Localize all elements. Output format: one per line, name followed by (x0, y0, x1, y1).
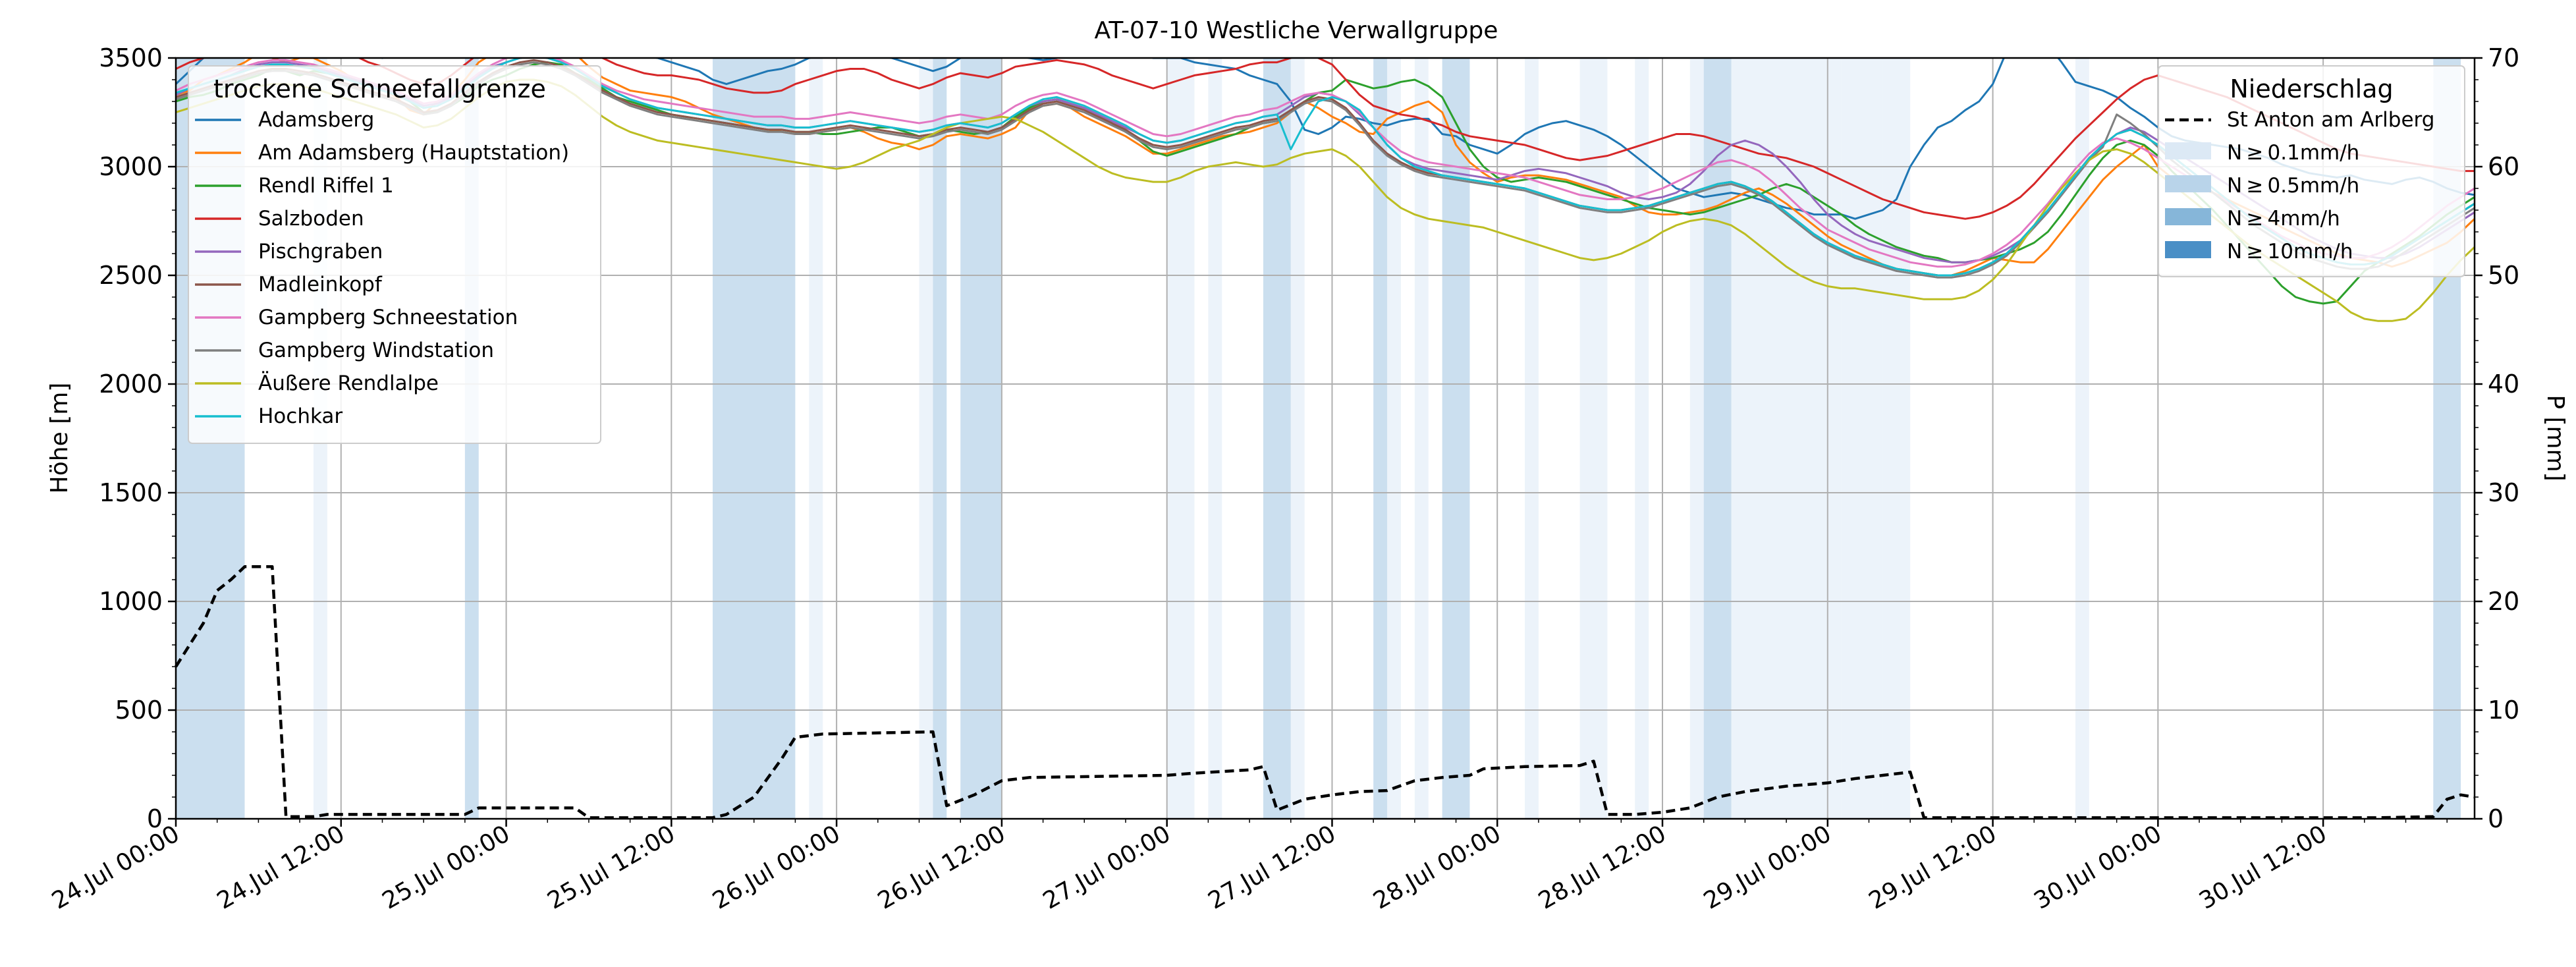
legend-entry-label: Am Adamsberg (Hauptstation) (258, 141, 569, 165)
precip-band (1290, 58, 1305, 819)
y-tick-label: 500 (115, 696, 163, 725)
legend-entry-label: Madleinkopf (258, 273, 383, 296)
chart-title: AT-07-10 Westliche Verwallgruppe (1095, 17, 1498, 44)
legend-entry-label: Äußere Rendlalpe (258, 372, 439, 395)
x-tick-label: 30.Jul 00:00 (2029, 820, 2166, 914)
x-tick-label: 25.Jul 00:00 (378, 820, 514, 914)
precip-band (1263, 58, 1291, 819)
y-right-tick-label: 30 (2488, 478, 2519, 507)
y-right-tick-label: 70 (2488, 43, 2519, 72)
legend-precipitation: Niederschlag St Anton am Arlberg N ≥ 0.1mm… (2158, 65, 2465, 277)
x-tick-label: 26.Jul 12:00 (873, 820, 1010, 914)
precip-band (1635, 58, 1649, 819)
x-tick-label: 27.Jul 00:00 (1039, 820, 1175, 914)
series-line-gampberg-schneestation (176, 58, 2475, 268)
precip-band (1442, 58, 1470, 819)
precip-band (809, 58, 823, 819)
y-right-tick-label: 60 (2488, 152, 2519, 181)
y-tick-label: 2500 (99, 261, 163, 290)
y-axis-label-right: P [mm] (2542, 395, 2569, 481)
y-right-tick-label: 10 (2488, 696, 2519, 725)
plot-frame (175, 57, 2476, 820)
precip-band (1882, 58, 1911, 819)
legend-band-swatch (2165, 142, 2211, 159)
x-tick-label: 28.Jul 00:00 (1369, 820, 1505, 914)
legend-band-swatch (2165, 241, 2211, 258)
precip-band (1703, 58, 1732, 819)
precip-band (1689, 58, 1704, 819)
x-tick-label: 29.Jul 00:00 (1699, 820, 1836, 914)
y-tick-label: 1000 (99, 587, 163, 616)
precip-band (1387, 58, 1401, 819)
legend-band-label: N ≥ 4mm/h (2227, 207, 2340, 231)
legend-band-swatch (2165, 208, 2211, 225)
legend-entry-label: Gampberg Schneestation (258, 306, 518, 329)
y-right-tick-label: 40 (2488, 370, 2519, 399)
precip-band (1841, 58, 1883, 819)
y-tick-label: 3500 (99, 43, 163, 72)
x-tick-label: 24.Jul 00:00 (47, 820, 184, 914)
y-right-tick-label: 20 (2488, 587, 2519, 616)
legend-precip-box (2158, 65, 2465, 277)
precip-band (2075, 58, 2089, 819)
precip-band (1166, 58, 1195, 819)
x-tick-label: 26.Jul 00:00 (708, 820, 844, 914)
legend-entry-label: Adamsberg (258, 108, 374, 132)
legend-band-label: N ≥ 0.5mm/h (2227, 174, 2359, 198)
legend-band-swatch (2165, 175, 2211, 192)
precip-line-st-anton (175, 565, 2475, 819)
legend-precip-title: Niederschlag (2230, 74, 2393, 103)
y-axis-label: Höhe [m] (46, 383, 73, 494)
legend-band-label: N ≥ 10mm/h (2227, 240, 2353, 263)
precip-band (960, 58, 1002, 819)
series-line-adamsberg (176, 58, 2475, 220)
legend-stations-box (188, 65, 601, 444)
y-tick-label: 2000 (99, 370, 163, 399)
legend-entry-label: Salzboden (258, 207, 364, 231)
precipitation-line-layer (175, 565, 2475, 819)
series-line-salzboden (176, 58, 2475, 220)
precip-band (713, 58, 796, 819)
y-right-tick-label: 0 (2488, 804, 2504, 833)
y-right-tick-label: 50 (2488, 261, 2519, 290)
y-tick-label: 1500 (99, 478, 163, 507)
legend-entry-label: Hochkar (258, 404, 343, 428)
x-tick-label: 25.Jul 12:00 (543, 820, 679, 914)
precip-band (919, 58, 933, 819)
precip-band (1208, 58, 1222, 819)
legend-entry-label: Pischgraben (258, 240, 383, 263)
y-tick-label: 0 (147, 804, 163, 833)
x-tick-label: 24.Jul 12:00 (213, 820, 349, 914)
precip-band (1373, 58, 1388, 819)
x-tick-label: 30.Jul 12:00 (2195, 820, 2331, 914)
legend-entry-label: Gampberg Windstation (258, 339, 494, 362)
series-line-hochkar (176, 58, 2475, 277)
legend-band-label: N ≥ 0.1mm/h (2227, 141, 2359, 165)
legend-entry-label: Rendl Riffel 1 (258, 174, 394, 198)
legend-stations: trockene Schneefallgrenze Adamsberg Am Ada… (188, 65, 601, 444)
x-tick-label: 28.Jul 12:00 (1534, 820, 1670, 914)
precip-band (1414, 58, 1429, 819)
precip-band (1579, 58, 1608, 819)
series-line-am-adamsberg-hauptstation- (176, 58, 2475, 277)
x-tick-label: 27.Jul 12:00 (1203, 820, 1340, 914)
x-tick-label: 29.Jul 12:00 (1865, 820, 2001, 914)
legend-stations-title: trockene Schneefallgrenze (213, 74, 546, 103)
y-tick-label: 3000 (99, 152, 163, 181)
legend-precip-line-label: St Anton am Arlberg (2227, 108, 2434, 132)
precip-band (933, 58, 947, 819)
precip-band (1525, 58, 1539, 819)
